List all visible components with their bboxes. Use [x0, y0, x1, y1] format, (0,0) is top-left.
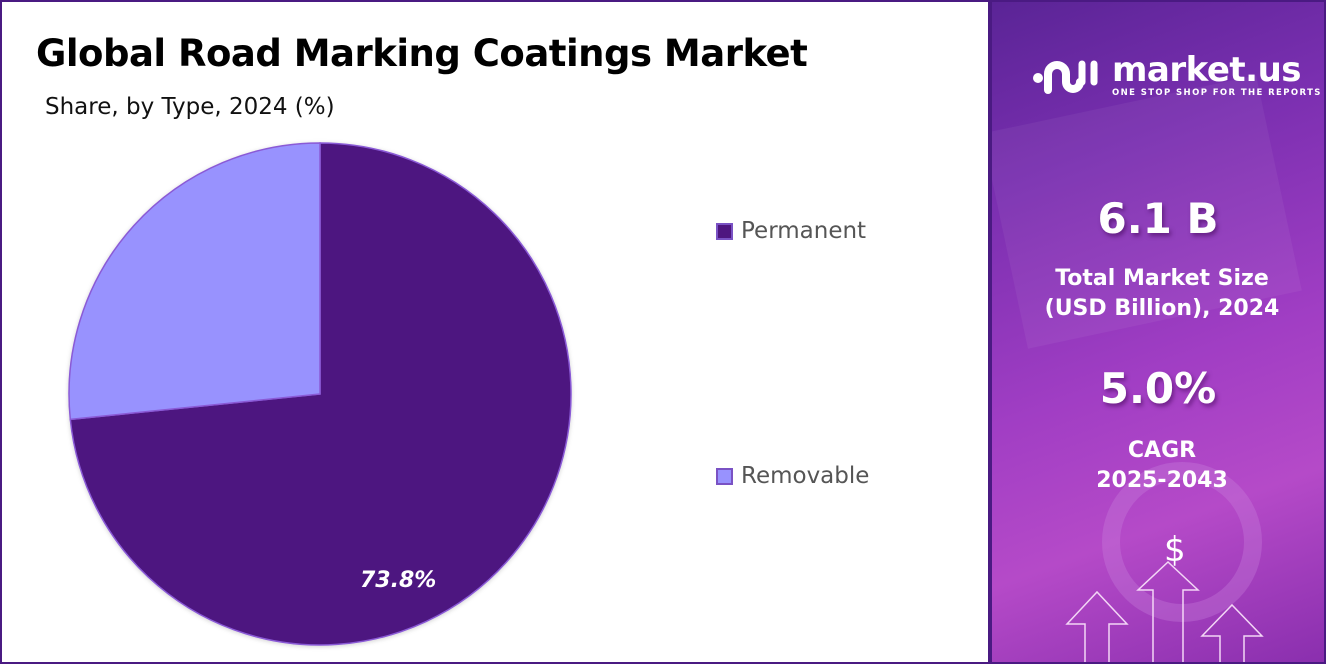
dollar-icon: $: [1164, 530, 1186, 570]
legend-label-removable: Removable: [741, 463, 870, 489]
legend-swatch-removable: [716, 467, 733, 485]
pie-slice-removable: [68, 142, 321, 421]
chart-title: Global Road Marking Coatings Market: [36, 32, 808, 75]
legend-label-permanent: Permanent: [741, 218, 867, 244]
chart-subtitle: Share, by Type, 2024 (%): [45, 94, 335, 120]
cagr-label-line1: CAGR: [1127, 438, 1197, 463]
market-size-value: 6.1 B: [1097, 194, 1219, 243]
chart-panel: Global Road Marking Coatings Market Shar…: [2, 2, 988, 662]
pie-chart: [68, 142, 572, 646]
market-size-label-line1: Total Market Size: [1055, 266, 1269, 291]
cagr-value: 5.0%: [1099, 364, 1217, 413]
cagr-label-line2: 2025-2043: [1096, 468, 1228, 493]
growth-arrows-icon: [1065, 560, 1264, 662]
market-size-label-line2: (USD Billion), 2024: [1044, 296, 1280, 321]
legend-swatch-permanent: [716, 222, 733, 240]
market-us-logo-icon: [1033, 60, 1098, 94]
legend-item-permanent: Permanent: [716, 218, 866, 244]
brand-logo: market.us ONE STOP SHOP FOR THE REPORTS: [1032, 52, 1322, 100]
legend-item-removable: Removable: [716, 463, 869, 489]
brand-name: market.us: [1112, 50, 1302, 90]
stats-sidebar: market.us ONE STOP SHOP FOR THE REPORTS …: [992, 2, 1324, 662]
panel-divider: [988, 0, 992, 664]
pie-data-label-permanent: 73.8%: [360, 568, 437, 593]
brand-tagline: ONE STOP SHOP FOR THE REPORTS: [1112, 88, 1322, 98]
